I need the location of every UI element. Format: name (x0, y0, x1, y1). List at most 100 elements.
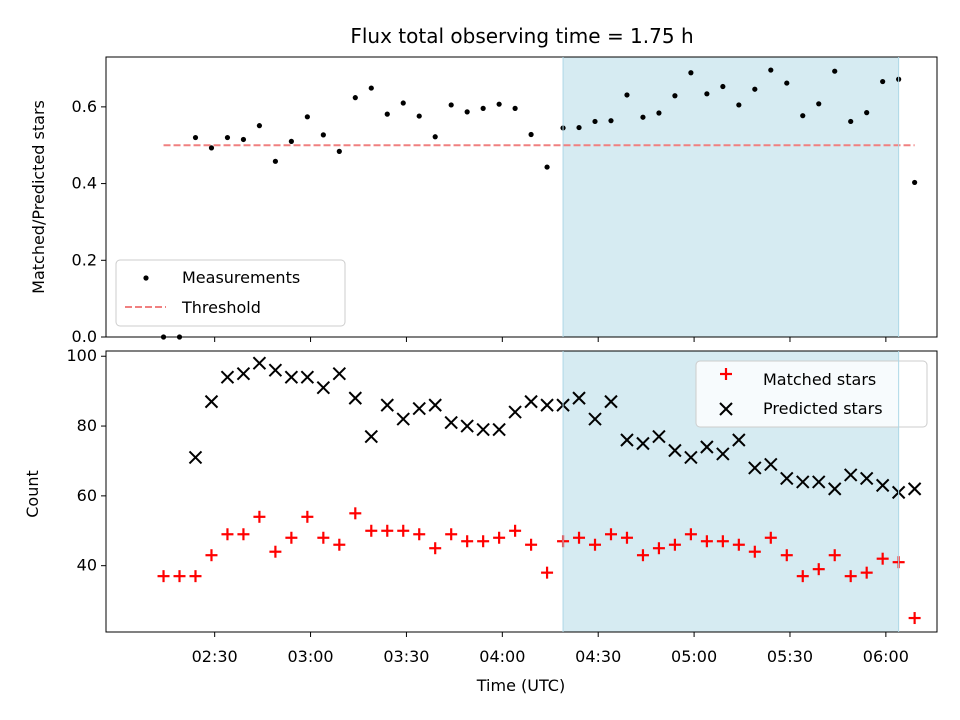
measurement-point (256, 123, 263, 129)
predicted-star-stroke-b (476, 422, 490, 437)
measurement-point (320, 132, 326, 138)
x-tick-label: 05:00 (671, 647, 717, 666)
measurement-point (656, 110, 662, 116)
predicted-star-stroke-b (284, 370, 299, 384)
predicted-star-stroke-b (875, 478, 890, 493)
bottom-y-tick-label: 40 (77, 556, 97, 575)
predicted-star-stroke-b (540, 398, 554, 412)
predicted-star-stroke-b (412, 401, 426, 416)
bottom-axes-frame (105, 350, 938, 633)
measurement-point (592, 118, 598, 125)
predicted-star-point (428, 398, 442, 412)
top-legend: Measurements Threshold (115, 259, 346, 327)
predicted-star-point (460, 419, 474, 433)
predicted-star-stroke-b (636, 436, 650, 451)
measurement-point (432, 134, 438, 140)
predicted-star-stroke-b (508, 405, 522, 419)
predicted-star-stroke-b (859, 471, 874, 486)
predicted-star-point (540, 398, 554, 412)
legend-predicted-label: Predicted stars (763, 399, 883, 418)
predicted-star-stroke-b (668, 443, 682, 458)
predicted-star-stroke-b (492, 422, 506, 437)
predicted-star-stroke-b (300, 370, 315, 384)
predicted-star-stroke-b (188, 450, 203, 465)
predicted-star-point (220, 370, 235, 384)
measurement-point (384, 111, 390, 117)
matched-star-point (796, 570, 809, 583)
matched-star-point (748, 545, 761, 558)
top-y-ticks: 0.0 0.2 0.4 0.6 (72, 97, 106, 346)
matched-star-point (349, 507, 362, 520)
measurement-point (480, 105, 486, 111)
predicted-star-point (796, 475, 810, 489)
predicted-star-stroke-b (764, 457, 778, 472)
predicted-star-point (907, 482, 922, 496)
chart-title: Flux total observing time = 1.75 h (350, 24, 693, 48)
measurement-point (608, 118, 614, 124)
measurement-point (768, 67, 774, 73)
matched-star-point (876, 552, 889, 565)
x-tick-label: 03:30 (383, 647, 429, 666)
x-tick-label: 04:30 (575, 647, 621, 666)
measurement-point (816, 101, 822, 107)
measurement-point (208, 145, 215, 151)
matched-star-point (365, 524, 378, 537)
predicted-star-stroke-b (907, 482, 922, 496)
measurement-point (464, 109, 470, 115)
top-shaded-span (563, 57, 899, 337)
predicted-star-stroke-b (796, 475, 810, 489)
matched-star-point (684, 528, 697, 541)
predicted-star-stroke-b (732, 433, 746, 447)
matched-star-point (333, 538, 346, 551)
matched-star-point (157, 570, 170, 583)
predicted-star-stroke-b (252, 356, 267, 370)
matched-star-point (844, 570, 857, 583)
x-axis-label: Time (UTC) (476, 676, 565, 695)
matched-star-point (860, 566, 873, 579)
predicted-star-stroke-b (812, 475, 826, 489)
matched-star-point (397, 524, 410, 537)
matched-star-point (301, 510, 314, 523)
predicted-star-point (412, 401, 426, 416)
legend-matched-label: Matched stars (763, 370, 876, 389)
predicted-star-stroke-b (524, 394, 538, 409)
top-x-ticks (214, 337, 887, 342)
predicted-star-point (620, 433, 634, 447)
predicted-star-point (588, 412, 602, 426)
predicted-star-point (828, 482, 842, 496)
legend-threshold-label: Threshold (181, 298, 261, 317)
measurement-point (880, 78, 886, 85)
matched-star-point (716, 535, 729, 548)
top-panel: 0.0 0.2 0.4 0.6 Matched/Predicted stars Mea… (29, 56, 938, 346)
predicted-star-stroke-b (268, 363, 283, 377)
predicted-star-point (188, 450, 203, 465)
top-y-tick-label: 0.0 (72, 327, 97, 346)
measurement-point (688, 70, 694, 76)
predicted-star-point (843, 468, 858, 482)
predicted-star-stroke-b (460, 419, 474, 433)
matched-star-point (828, 549, 841, 562)
top-legend-box (115, 259, 346, 327)
predicted-star-stroke-b (236, 366, 251, 381)
bottom-panel: 40 60 80 100 02:30 03:00 03:30 04:00 04:30 05:00… (23, 346, 938, 695)
predicted-star-point (780, 471, 794, 486)
matched-star-point (636, 549, 649, 562)
top-y-axis-label: Matched/Predicted stars (29, 100, 48, 294)
measurement-point (848, 118, 854, 125)
matched-star-point (780, 549, 793, 562)
measurement-point (832, 68, 838, 74)
measurement-point (752, 86, 758, 92)
predicted-star-stroke-b (780, 471, 794, 486)
measurement-point (912, 179, 918, 186)
predicted-star-stroke-b (220, 370, 235, 384)
matched-star-point (812, 563, 825, 576)
bottom-y-tick-label: 100 (66, 346, 97, 365)
measurement-point (192, 134, 199, 141)
predicted-star-point (684, 450, 698, 465)
measurement-point (304, 114, 310, 120)
predicted-star-stroke-b (588, 412, 602, 426)
legend-measurements-label: Measurements (182, 268, 300, 287)
x-tick-label: 02:30 (192, 647, 238, 666)
top-y-tick-label: 0.4 (72, 174, 97, 193)
